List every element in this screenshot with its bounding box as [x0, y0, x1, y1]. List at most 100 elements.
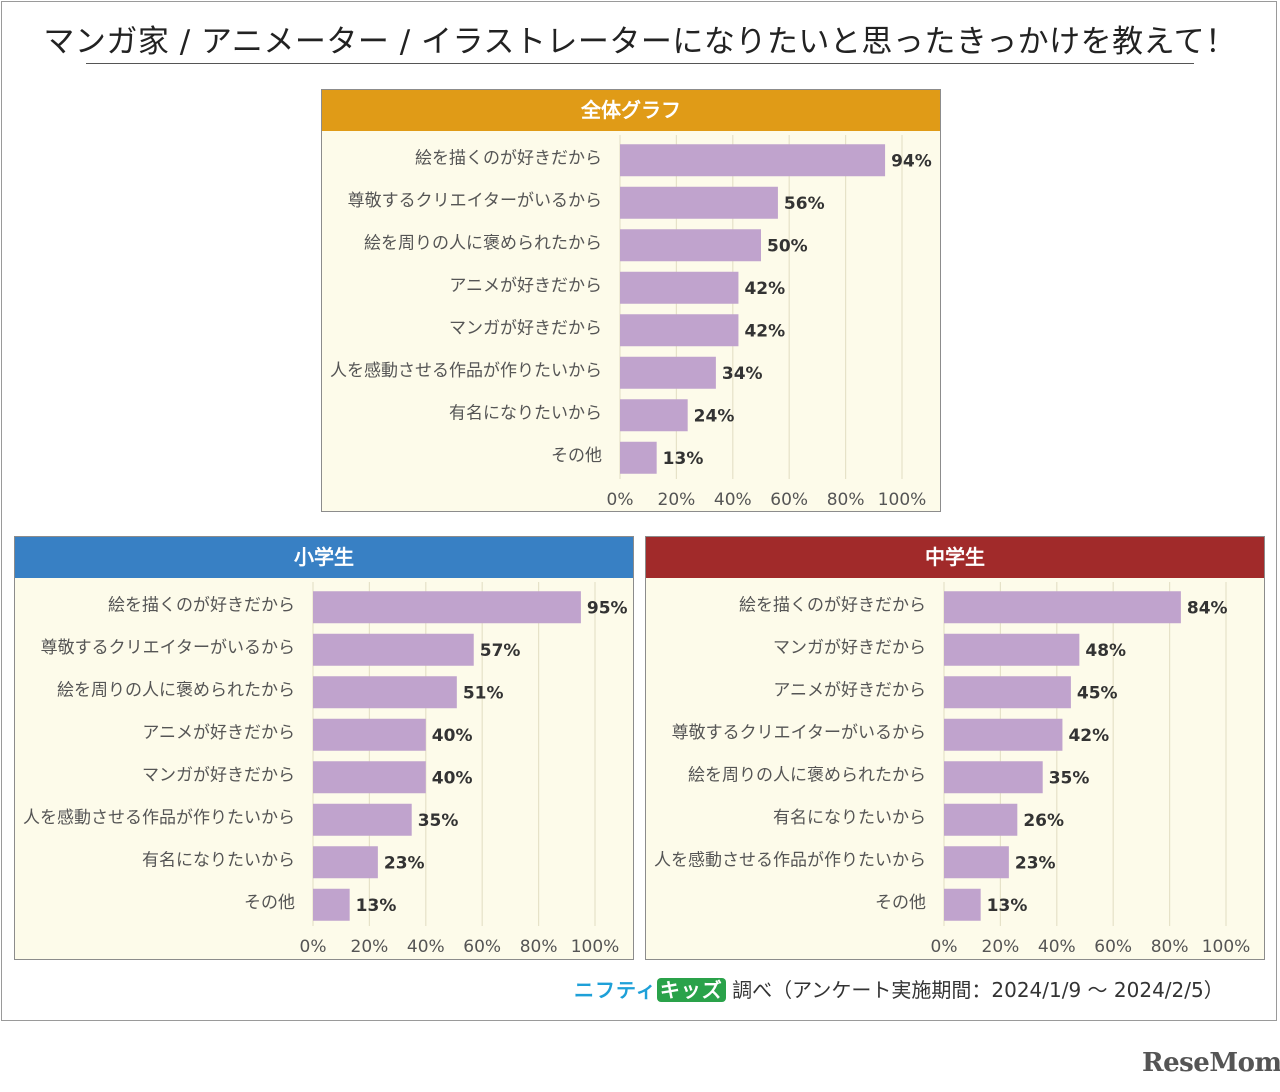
value-label: 50%: [767, 236, 808, 256]
title-underline: [86, 63, 1194, 64]
chart-panel-overall: 全体グラフ 0% 20% 40% 60% 80% 100% 絵を描くのが好きだから 94% 尊敬…: [321, 89, 941, 512]
category-label: 有名になりたいから: [773, 808, 926, 828]
source-text: 調べ（アンケート実施期間：2024/1/9 ～ 2024/2/5）: [732, 978, 1224, 1002]
category-label: 絵を描くのが好きだから: [415, 148, 602, 168]
value-label: 95%: [587, 598, 628, 618]
x-tick-label: 0%: [607, 490, 634, 510]
bar: [944, 676, 1071, 709]
value-label: 23%: [1015, 853, 1056, 873]
value-label: 34%: [722, 364, 763, 384]
category-label: 尊敬するクリエイターがいるから: [672, 723, 926, 743]
category-label: 絵を描くのが好きだから: [108, 595, 295, 615]
value-label: 57%: [480, 641, 521, 661]
category-label: 有名になりたいから: [449, 403, 602, 423]
bar: [944, 888, 981, 921]
category-label: 尊敬するクリエイターがいるから: [41, 638, 295, 658]
page-title: マンガ家 / アニメーター / イラストレーターになりたいと思ったきっかけを教え…: [43, 24, 1237, 60]
category-label: アニメが好きだから: [449, 276, 602, 296]
category-label: マンガが好きだから: [773, 638, 926, 658]
category-label: マンガが好きだから: [449, 318, 602, 338]
x-tick-label: 20%: [351, 937, 389, 957]
x-tick-label: 80%: [1151, 937, 1189, 957]
x-tick-label: 100%: [571, 937, 620, 957]
source-note: ニフティ キッズ 調べ（アンケート実施期間：2024/1/9 ～ 2024/2/5…: [574, 974, 1224, 1003]
x-tick-label: 60%: [770, 490, 808, 510]
x-tick-label: 20%: [982, 937, 1020, 957]
value-label: 35%: [1049, 768, 1090, 788]
category-label: 人を感動させる作品が作りたいから: [330, 361, 602, 381]
source-brand-nifty: ニフティ: [574, 978, 657, 1002]
bar: [944, 633, 1080, 666]
source-brand-kids: キッズ: [656, 978, 726, 1002]
x-tick-label: 100%: [1202, 937, 1251, 957]
bar: [944, 718, 1063, 751]
bar: [620, 229, 761, 262]
x-tick-label: 40%: [1038, 937, 1076, 957]
category-label: マンガが好きだから: [142, 765, 295, 785]
category-label: 絵を周りの人に褒められたから: [57, 680, 295, 700]
value-label: 45%: [1077, 683, 1118, 703]
value-label: 84%: [1187, 598, 1228, 618]
bar-chart-junior-high: 0% 20% 40% 60% 80% 100% 絵を描くのが好きだから 84% マンガが好きだか…: [654, 582, 1251, 957]
category-label: その他: [875, 893, 926, 913]
bar: [620, 441, 657, 474]
category-label: 尊敬するクリエイターがいるから: [348, 191, 602, 211]
figure-frame: [1, 1, 1277, 1021]
x-tick-label: 100%: [878, 490, 927, 510]
category-label: その他: [244, 893, 295, 913]
bar: [313, 803, 412, 836]
value-label: 42%: [744, 321, 785, 341]
chart-panel-elementary: 小学生 0% 20% 40% 60% 80% 100% 絵を描くのが好きだから 95% 尊敬する…: [14, 536, 634, 960]
bar: [313, 591, 581, 624]
x-tick-label: 20%: [658, 490, 696, 510]
chart-title-overall: 全体グラフ: [322, 90, 940, 131]
bar: [313, 676, 457, 709]
value-label: 42%: [744, 279, 785, 299]
bar: [313, 718, 426, 751]
category-label: 有名になりたいから: [142, 850, 295, 870]
category-label: アニメが好きだから: [142, 723, 295, 743]
value-label: 24%: [694, 406, 735, 426]
bar-chart-elementary: 0% 20% 40% 60% 80% 100% 絵を描くのが好きだから 95% 尊敬するクリエイ…: [23, 582, 628, 957]
bar: [313, 846, 378, 879]
category-label: 人を感動させる作品が作りたいから: [654, 850, 926, 870]
value-label: 13%: [356, 896, 397, 916]
x-tick-label: 0%: [931, 937, 958, 957]
bar: [944, 761, 1043, 794]
value-label: 48%: [1085, 641, 1126, 661]
bar: [944, 803, 1018, 836]
x-tick-label: 80%: [520, 937, 558, 957]
value-label: 23%: [384, 853, 425, 873]
category-label: 絵を描くのが好きだから: [739, 595, 926, 615]
chart-title-elementary: 小学生: [15, 537, 633, 578]
bar: [313, 888, 350, 921]
x-tick-label: 80%: [827, 490, 865, 510]
category-label: 絵を周りの人に褒められたから: [364, 233, 602, 253]
bar: [620, 186, 778, 219]
bar: [620, 314, 739, 347]
value-label: 51%: [463, 683, 504, 703]
bar: [620, 399, 688, 432]
value-label: 42%: [1068, 726, 1109, 746]
value-label: 40%: [432, 726, 473, 746]
category-label: アニメが好きだから: [773, 680, 926, 700]
bar: [313, 761, 426, 794]
value-label: 40%: [432, 768, 473, 788]
bar: [313, 633, 474, 666]
value-label: 94%: [891, 151, 932, 171]
bar: [620, 144, 886, 177]
category-label: 絵を周りの人に褒められたから: [688, 765, 926, 785]
category-label: 人を感動させる作品が作りたいから: [23, 808, 295, 828]
x-tick-label: 40%: [714, 490, 752, 510]
x-tick-label: 0%: [300, 937, 327, 957]
x-tick-label: 60%: [463, 937, 501, 957]
x-tick-label: 60%: [1094, 937, 1132, 957]
bar-chart-overall: 0% 20% 40% 60% 80% 100% 絵を描くのが好きだから 94% 尊敬するクリエイ…: [330, 135, 932, 510]
category-label: その他: [551, 446, 602, 466]
chart-panel-junior-high: 中学生 0% 20% 40% 60% 80% 100% 絵を描くのが好きだから 84% マンガが…: [645, 536, 1265, 960]
bar: [944, 846, 1009, 879]
chart-title-junior-high: 中学生: [646, 537, 1264, 578]
value-label: 56%: [784, 194, 825, 214]
value-label: 13%: [663, 449, 704, 469]
bar: [620, 356, 716, 389]
